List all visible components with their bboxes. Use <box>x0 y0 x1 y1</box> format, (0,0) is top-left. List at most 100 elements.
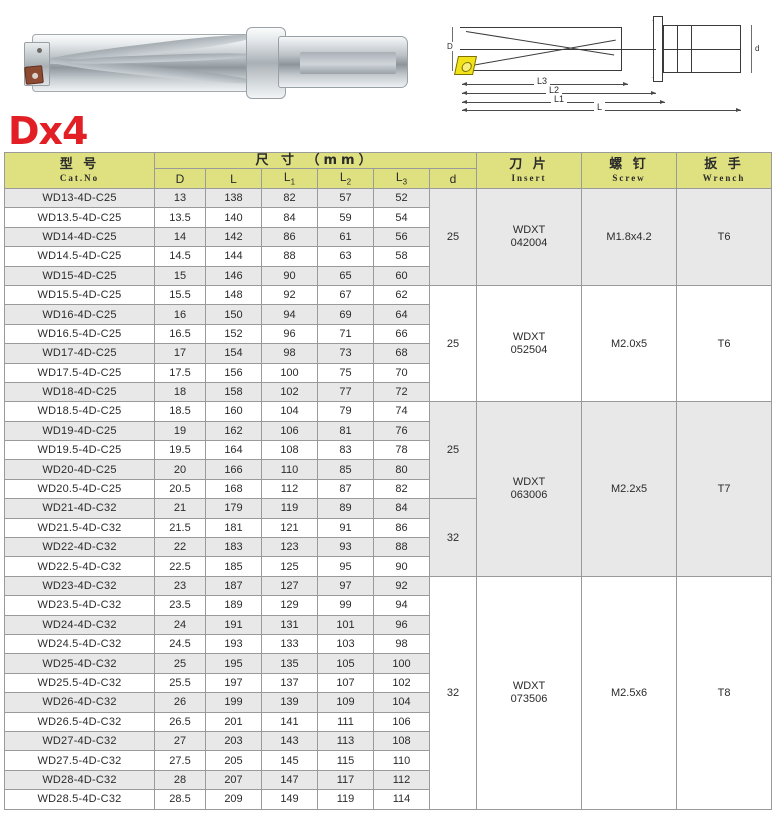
table-row: WD23.5-4D-C32 23.5 189 129 99 94 <box>4 595 772 616</box>
header-wrench-cn: 扳 手 <box>704 157 744 172</box>
cell-length-L3: 86 <box>373 517 430 539</box>
cell-length-L: 203 <box>205 730 262 752</box>
cell-catalog-number: WD21.5-4D-C32 <box>4 517 155 539</box>
cell-catalog-number: WD15.5-4D-C25 <box>4 284 155 306</box>
cell-length-L2: 75 <box>317 362 374 383</box>
cell-length-L3: 58 <box>373 246 430 267</box>
cell-length-L2: 61 <box>317 226 374 248</box>
cell-diameter-D: 21 <box>154 498 206 519</box>
table-row: WD26.5-4D-C32 26.5 201 141 111 106 <box>4 711 772 732</box>
cell-length-L2: 83 <box>317 440 374 461</box>
dimension-label-L1: L1 <box>551 94 568 104</box>
cell-diameter-D: 16.5 <box>154 323 206 345</box>
cell-length-L2: 119 <box>317 789 374 810</box>
header-col-L: L <box>205 168 262 189</box>
cell-diameter-D: 15.5 <box>154 284 206 306</box>
cell-catalog-number: WD19-4D-C25 <box>4 420 155 442</box>
cell-wrench-spec: T6 <box>676 284 773 403</box>
cell-length-L: 179 <box>205 498 262 519</box>
header-col-L2: L2 <box>317 168 374 189</box>
cell-diameter-D: 28.5 <box>154 789 206 810</box>
cell-diameter-D: 19.5 <box>154 440 206 461</box>
cell-length-L2: 65 <box>317 265 374 286</box>
cell-length-L3: 72 <box>373 381 430 403</box>
cell-diameter-D: 23.5 <box>154 595 206 616</box>
cell-length-L: 187 <box>205 575 262 597</box>
cell-diameter-D: 21.5 <box>154 517 206 539</box>
cell-length-L2: 59 <box>317 207 374 228</box>
cell-length-L1: 143 <box>261 730 318 752</box>
drawing-insert-icon <box>453 56 478 75</box>
cell-length-L1: 94 <box>261 304 318 325</box>
insert-code: 052504 <box>510 343 548 356</box>
cell-length-L: 197 <box>205 672 262 694</box>
cell-screw-spec: M1.8x4.2 <box>581 188 678 286</box>
cell-length-L3: 52 <box>373 187 430 209</box>
cell-length-L3: 94 <box>373 595 430 616</box>
cell-catalog-number: WD20-4D-C25 <box>4 459 155 480</box>
cell-diameter-D: 26.5 <box>154 711 206 732</box>
cell-length-L3: 64 <box>373 304 430 325</box>
cell-length-L3: 102 <box>373 672 430 694</box>
cell-length-L2: 107 <box>317 672 374 694</box>
header-catalog-en: Cat.No <box>59 173 100 183</box>
cell-length-L: 158 <box>205 381 262 403</box>
header-col-L1: L1 <box>261 168 318 189</box>
table-row: WD20-4D-C25 20 166 110 85 80 <box>4 459 772 480</box>
table-row: WD27.5-4D-C32 27.5 205 145 115 110 <box>4 750 772 771</box>
header-dimensions: 尺 寸 （mm） <box>153 152 478 169</box>
cell-length-L3: 80 <box>373 459 430 480</box>
cell-length-L1: 125 <box>261 556 318 577</box>
header-row-sub: D L L1 L2 L3 d <box>5 168 772 189</box>
cell-length-L3: 78 <box>373 440 430 461</box>
cell-length-L: 152 <box>205 323 262 345</box>
cell-length-L: 164 <box>205 440 262 461</box>
cell-length-L2: 101 <box>317 614 374 635</box>
header-screw-en: Screw <box>612 173 646 183</box>
cell-length-L2: 111 <box>317 711 374 732</box>
cell-length-L: 193 <box>205 633 262 655</box>
illustration-band: D d L3 L2 L1 L <box>0 0 775 115</box>
cell-length-L: 166 <box>205 459 262 480</box>
cell-length-L2: 105 <box>317 653 374 674</box>
cell-catalog-number: WD13.5-4D-C25 <box>4 207 155 228</box>
table-row: WD13.5-4D-C25 13.5 140 84 59 54 <box>4 207 772 228</box>
specification-table-wrap: 型 号 Cat.No 尺 寸 （mm） 刀 片 Insert 螺 钉 Screw <box>4 152 773 810</box>
insert-family: WDXT <box>512 223 546 236</box>
cell-length-L2: 81 <box>317 420 374 442</box>
cell-insert-type: WDXT 063006 <box>476 401 583 577</box>
table-row: WD15.5-4D-C25 15.5 148 92 67 62 25 WDXT 052504 M2… <box>4 284 773 403</box>
cell-catalog-number: WD25-4D-C32 <box>4 653 155 674</box>
cell-diameter-D: 28 <box>154 769 206 791</box>
table-row: WD16.5-4D-C25 16.5 152 96 71 66 <box>4 323 772 345</box>
cell-catalog-number: WD23-4D-C32 <box>4 575 155 597</box>
table-row: WD25-4D-C32 25 195 135 105 100 <box>4 653 772 674</box>
cell-length-L3: 100 <box>373 653 430 674</box>
cell-catalog-number: WD19.5-4D-C25 <box>4 440 155 461</box>
cell-length-L3: 66 <box>373 323 430 345</box>
cell-catalog-number: WD27.5-4D-C32 <box>4 750 155 771</box>
cell-length-L3: 106 <box>373 711 430 732</box>
cell-length-L1: 82 <box>261 187 318 209</box>
cell-length-L2: 115 <box>317 750 374 771</box>
cell-length-L2: 67 <box>317 284 374 306</box>
header-insert-cn: 刀 片 <box>509 157 549 172</box>
cell-screw-spec: M2.2x5 <box>581 401 678 577</box>
cell-diameter-D: 26 <box>154 692 206 713</box>
table-row: WD18-4D-C25 18 158 102 77 72 <box>4 381 772 403</box>
header-screw-cn: 螺 钉 <box>609 157 649 172</box>
cell-length-L3: 62 <box>373 284 430 306</box>
specification-table: 型 号 Cat.No 尺 寸 （mm） 刀 片 Insert 螺 钉 Screw <box>4 152 773 810</box>
cell-length-L3: 54 <box>373 207 430 228</box>
header-dimensions-text: 尺 寸 （mm） <box>255 153 376 168</box>
dimension-label-L3: L3 <box>534 76 551 86</box>
table-row: WD17.5-4D-C25 17.5 156 100 75 70 <box>4 362 772 383</box>
cell-diameter-D: 18.5 <box>154 401 206 422</box>
cell-catalog-number: WD26.5-4D-C32 <box>4 711 155 732</box>
table-row: WD21-4D-C32 21 179 119 89 84 32 <box>4 498 772 577</box>
cell-length-L3: 84 <box>373 498 430 519</box>
cell-length-L1: 112 <box>261 478 318 500</box>
cell-length-L1: 123 <box>261 537 318 558</box>
table-row: WD28.5-4D-C32 28.5 209 149 119 114 <box>4 789 772 810</box>
